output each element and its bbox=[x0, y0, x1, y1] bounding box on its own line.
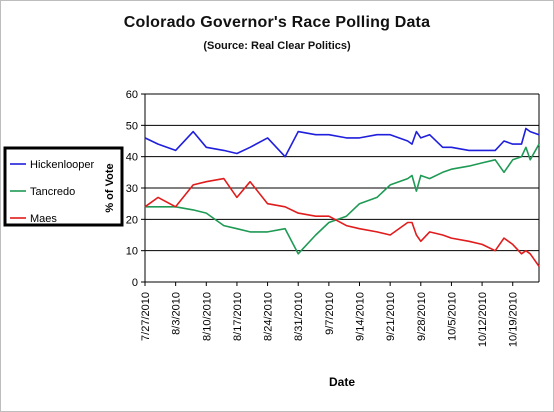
legend-label: Maes bbox=[30, 213, 57, 225]
x-tick-label: 8/10/2010 bbox=[201, 292, 213, 341]
x-tick-label: 9/14/2010 bbox=[355, 292, 367, 341]
x-tick-label: 7/27/2010 bbox=[140, 292, 152, 341]
x-tick-label: 9/28/2010 bbox=[416, 292, 428, 341]
series-line-tancredo bbox=[145, 143, 540, 255]
x-tick-label: 8/24/2010 bbox=[263, 292, 275, 341]
y-tick-label: 30 bbox=[126, 183, 138, 195]
series-line-maes bbox=[144, 177, 540, 267]
x-tick-label: 8/31/2010 bbox=[293, 292, 305, 341]
y-tick-label: 40 bbox=[126, 152, 138, 164]
y-tick-label: 10 bbox=[126, 246, 138, 258]
x-tick-label: 8/3/2010 bbox=[171, 292, 183, 335]
y-tick-label: 50 bbox=[126, 120, 138, 132]
legend-label: Hickenlooper bbox=[30, 159, 95, 171]
x-tick-label: 10/19/2010 bbox=[508, 292, 520, 347]
chart-title: Colorado Governor's Race Polling Data bbox=[123, 14, 431, 31]
y-axis-label: % of Vote bbox=[104, 163, 116, 212]
chart-subtitle: (Source: Real Clear Politics) bbox=[203, 40, 351, 52]
x-tick-label: 9/7/2010 bbox=[324, 292, 336, 335]
y-tick-label: 60 bbox=[126, 89, 138, 101]
y-tick-label: 20 bbox=[126, 214, 138, 226]
y-tick-label: 0 bbox=[132, 277, 138, 289]
x-axis-label: Date bbox=[329, 375, 355, 389]
series-line-hickenlooper bbox=[144, 127, 540, 158]
legend-box bbox=[3, 146, 124, 227]
x-tick-label: 8/17/2010 bbox=[232, 292, 244, 341]
x-tick-label: 9/21/2010 bbox=[385, 292, 397, 341]
legend-label: Tancredo bbox=[30, 186, 75, 198]
x-tick-label: 10/12/2010 bbox=[477, 292, 489, 347]
x-tick-label: 10/5/2010 bbox=[446, 292, 458, 341]
